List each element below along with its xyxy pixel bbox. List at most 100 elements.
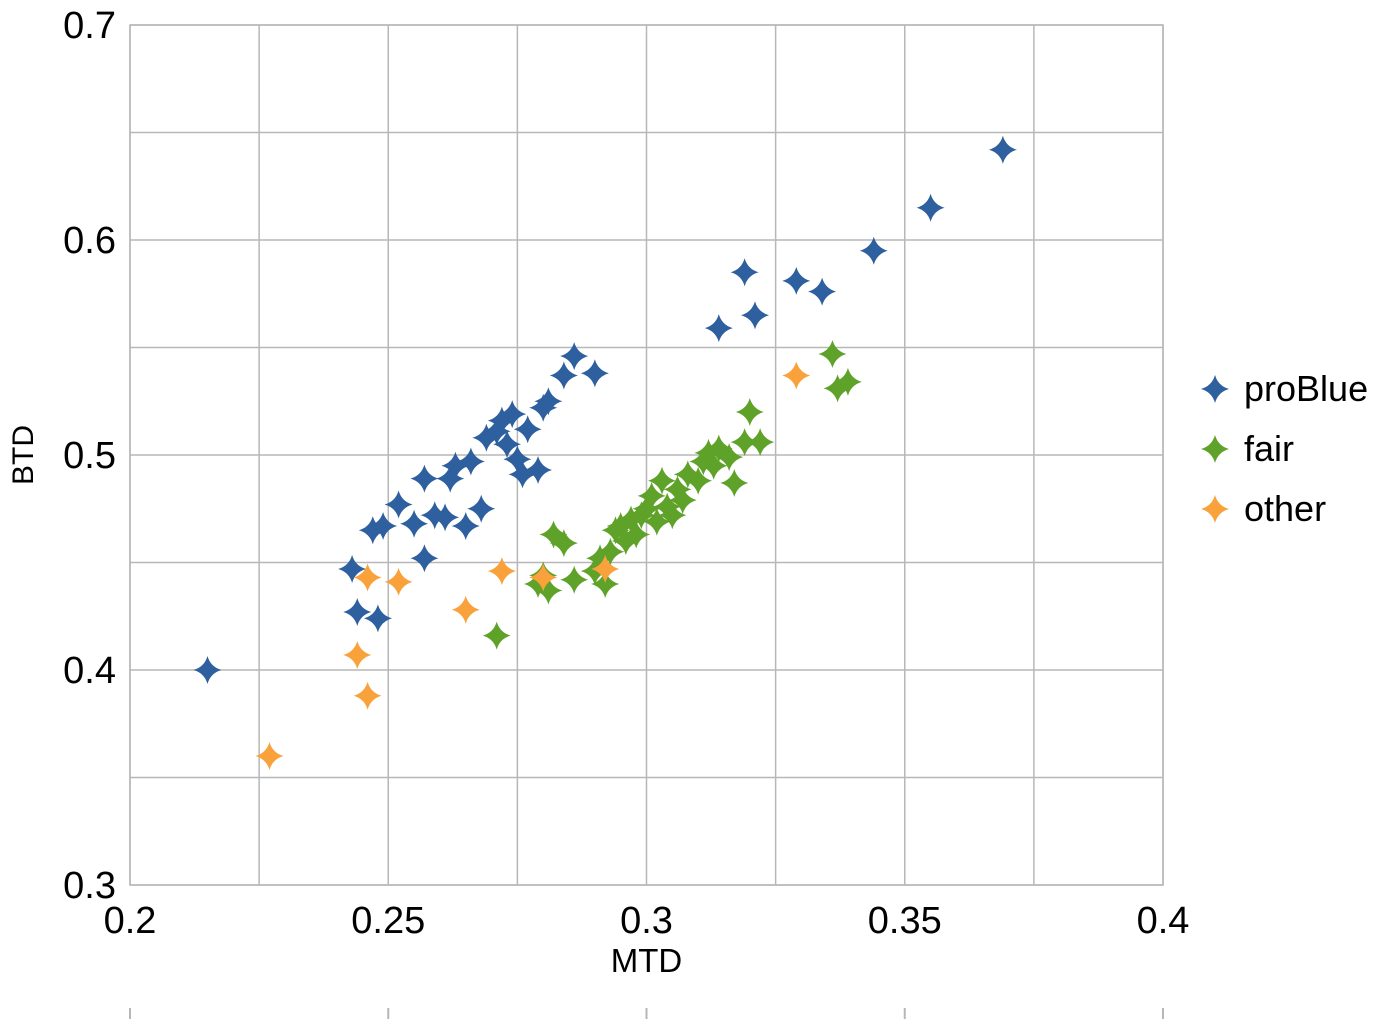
scatter-point-proBlue xyxy=(498,400,527,429)
scatter-point-fair xyxy=(720,468,749,497)
scatter-point-fair xyxy=(735,398,764,426)
scatter-point-proBlue xyxy=(410,464,439,493)
scatter-point-fair xyxy=(591,570,620,598)
scatter-point-proBlue xyxy=(358,516,387,545)
y-tick-label: 0.4 xyxy=(63,650,116,692)
scatter-point-fair xyxy=(689,447,718,476)
y-axis-title: BTD xyxy=(7,425,40,485)
scatter-point-fair xyxy=(606,511,635,540)
scatter-point-proBlue xyxy=(363,604,392,633)
scatter-point-other xyxy=(487,557,516,586)
scatter-point-other xyxy=(353,681,382,710)
fair-marker-icon xyxy=(1201,435,1229,463)
scatter-point-fair xyxy=(746,428,775,457)
legend: proBlue fair other xyxy=(1196,368,1368,530)
scatter-point-proBlue xyxy=(420,501,449,530)
scatter-point-fair xyxy=(560,565,589,594)
scatter-point-other xyxy=(782,361,811,390)
scatter-point-proBlue xyxy=(451,511,480,540)
scatter-point-other xyxy=(353,563,382,592)
scatter-point-fair xyxy=(653,492,682,521)
scatter-point-other xyxy=(384,567,413,596)
star-glyph xyxy=(1201,435,1229,463)
scatter-point-fair xyxy=(549,529,578,558)
scatter-point-proBlue xyxy=(431,503,460,532)
scatter-point-proBlue xyxy=(467,494,496,523)
star-glyph xyxy=(1201,495,1229,523)
scatter-point-fair xyxy=(704,434,733,463)
scatter-point-other xyxy=(529,563,558,592)
scatter-point-fair xyxy=(637,481,666,510)
star-glyph xyxy=(1201,375,1229,403)
x-tick-label: 0.3 xyxy=(620,900,673,942)
scatter-point-fair xyxy=(539,520,568,549)
scatter-point-fair xyxy=(715,443,744,472)
scatter-point-proBlue xyxy=(441,451,470,480)
y-tick-label: 0.3 xyxy=(63,865,116,907)
scatter-point-proBlue xyxy=(493,430,522,459)
scatter-point-proBlue xyxy=(549,361,578,390)
scatter-point-fair xyxy=(658,501,687,530)
scatter-point-other xyxy=(451,595,480,624)
scatter-point-proBlue xyxy=(487,406,516,435)
scatter-point-proBlue xyxy=(916,193,945,222)
scatter-point-fair xyxy=(647,466,676,495)
x-tick-label: 0.35 xyxy=(868,900,942,942)
scatter-point-proBlue xyxy=(513,415,542,444)
scatter-point-proBlue xyxy=(503,445,532,474)
scatter-point-proBlue xyxy=(988,135,1017,164)
scatter-point-proBlue xyxy=(859,236,888,265)
scatter-point-fair xyxy=(818,339,847,368)
scatter-point-fair xyxy=(622,520,651,549)
x-axis-title: MTD xyxy=(610,942,683,979)
scatter-point-other xyxy=(343,640,372,669)
legend-item-problue: proBlue xyxy=(1196,368,1368,410)
scatter-point-proBlue xyxy=(482,417,511,446)
scatter-point-fair xyxy=(684,466,713,495)
y-tick-label: 0.6 xyxy=(63,220,116,262)
scatter-point-other xyxy=(255,742,284,770)
scatter-point-fair xyxy=(580,557,609,586)
scatter-point-fair xyxy=(673,460,702,489)
scatter-point-proBlue xyxy=(534,387,563,416)
scatter-point-fair xyxy=(694,438,723,467)
scatter-point-fair xyxy=(586,544,615,573)
scatter-point-fair xyxy=(663,475,692,504)
scatter-point-fair xyxy=(642,507,671,536)
scatter-point-proBlue xyxy=(384,490,413,519)
scatter-point-proBlue xyxy=(580,359,609,388)
scatter-point-proBlue xyxy=(472,423,501,452)
scatter-point-fair xyxy=(823,374,852,403)
scatter-point-proBlue xyxy=(529,393,558,422)
scatter-point-proBlue xyxy=(704,314,733,343)
legend-item-fair: fair xyxy=(1196,428,1368,470)
scatter-point-fair xyxy=(632,494,661,523)
scatter-point-fair xyxy=(524,570,553,598)
scatter-point-fair xyxy=(482,621,511,650)
scatter-point-proBlue xyxy=(508,460,537,489)
scatter-point-proBlue xyxy=(456,447,485,476)
plot-border xyxy=(129,24,1164,886)
y-tick-label: 0.5 xyxy=(63,435,116,477)
x-tick-label: 0.25 xyxy=(351,900,425,942)
legend-item-other: other xyxy=(1196,488,1368,530)
scatter-point-fair xyxy=(627,501,656,530)
scatter-point-fair xyxy=(668,486,697,515)
problue-marker-icon xyxy=(1201,375,1229,403)
scatter-point-proBlue xyxy=(560,342,589,371)
scatter-point-proBlue xyxy=(436,464,465,493)
scatter-point-proBlue xyxy=(400,509,429,538)
scatter-point-fair xyxy=(534,576,563,605)
scatter-point-fair xyxy=(617,505,646,534)
scatter-point-proBlue xyxy=(808,277,837,306)
scatter-point-proBlue xyxy=(782,266,811,295)
scatter-point-proBlue xyxy=(410,544,439,573)
scatter-point-fair xyxy=(833,367,862,396)
x-tick-label: 0.4 xyxy=(1137,900,1190,942)
scatter-point-other xyxy=(591,554,620,583)
scatter-point-fair xyxy=(596,537,625,566)
x-tick-label: 0.2 xyxy=(104,900,157,942)
other-marker-icon xyxy=(1201,495,1229,523)
legend-label: other xyxy=(1244,488,1327,529)
